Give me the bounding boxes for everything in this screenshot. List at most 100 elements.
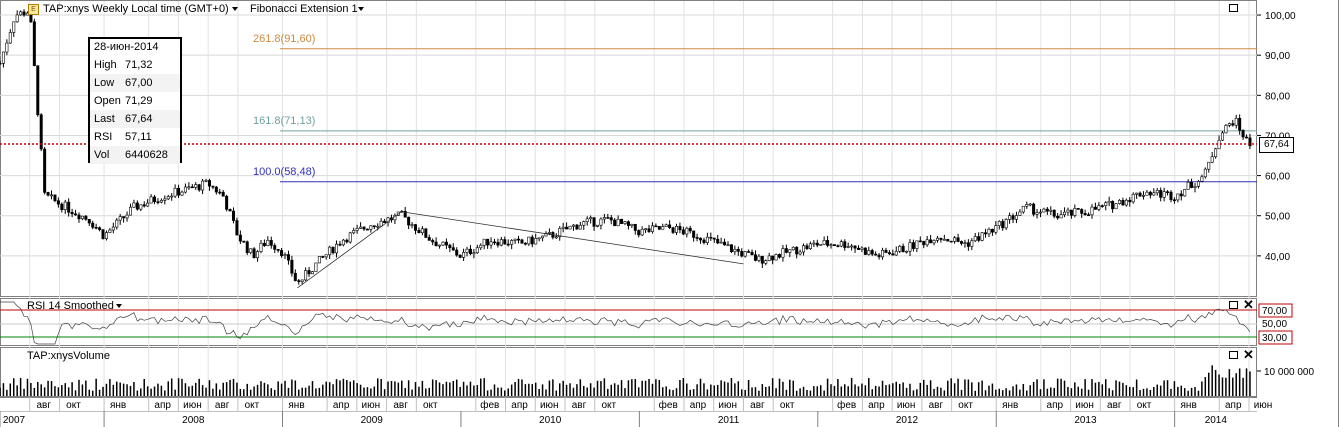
candle-body [874,253,878,256]
candle-body [561,226,565,229]
candle-body [328,246,332,256]
study-title[interactable]: Fibonacci Extension 1 [250,3,358,15]
candle-body [616,218,620,227]
ohlc-value: 57,11 [125,131,152,143]
volume-close-icon[interactable]: ✕ [1243,347,1254,362]
candle-body [1190,181,1194,188]
volume-tick-label: 10 000 000 [1264,367,1314,378]
volume-maximize-icon[interactable] [1229,351,1238,359]
candle-body [668,224,672,228]
ohlc-row-rsi: RSI 57,11 [90,128,180,146]
candle-body [609,217,613,221]
trend-line-1[interactable] [401,211,744,265]
candle-body [496,242,500,246]
candle-body [297,280,301,282]
candle-body [1042,208,1046,213]
rsi-dropdown-icon[interactable] [116,304,122,308]
candle-body [791,246,795,251]
candle-body [767,255,771,261]
ohlc-key: RSI [94,131,113,143]
candle-body [846,246,850,248]
rsi-lower-tag [1258,330,1293,345]
candle-body [578,224,582,230]
candle-body [613,219,617,227]
trend-line-0[interactable] [297,211,402,289]
candle-body [259,242,263,252]
year-label: 2014 [1205,415,1228,426]
candle-body [1038,211,1042,214]
candle-body [1011,215,1015,220]
candle-body [929,239,933,244]
candle-body [36,65,40,116]
candle-body [592,217,596,227]
month-label: июн [362,400,381,411]
candle-body [630,223,634,226]
candle-body [1114,203,1118,210]
candle-body [808,243,812,249]
candle-body [108,229,112,233]
candle-body [1001,221,1005,229]
candle-body [633,223,637,231]
rsi-line [0,301,1251,345]
candle-body [335,243,339,254]
candle-body [225,195,229,210]
candle-body [1142,194,1146,197]
candle-body [870,250,874,255]
candle-body [183,186,187,193]
candle-body [87,219,91,224]
candle-body [702,239,706,243]
volume-panel-frame [0,347,1257,397]
candle-body [898,245,902,252]
candle-body [1162,191,1166,198]
candle-body [547,232,551,234]
ohlc-value: 6440628 [125,149,168,161]
candle-body [1097,205,1101,210]
candle-body [1176,193,1180,201]
candle-body [424,228,428,238]
candle-body [242,240,246,243]
candle-body [1111,200,1115,210]
candle-body [953,237,957,242]
candle-body [317,256,321,264]
rsi-panel-frame [0,298,1257,346]
candle-body [575,224,579,230]
month-label: окт [780,400,795,411]
price-maximize-icon[interactable] [1229,4,1238,12]
symbol-icon[interactable]: E [28,4,39,15]
price-tick-label: 100,00 [1265,11,1296,22]
candle-body [180,191,184,196]
rsi-close-icon[interactable]: ✕ [1243,297,1254,312]
month-label: июн [1254,400,1273,411]
candle-body [1238,117,1242,131]
candle-body [1135,192,1139,195]
study-dropdown-icon[interactable] [358,7,364,11]
candle-body [266,240,270,246]
candle-body [527,236,531,245]
symbol-dropdown-icon[interactable] [232,7,238,11]
candle-body [760,255,764,264]
candle-body [510,240,514,245]
symbol-title[interactable]: TAP:xnys Weekly Local time (GMT+0) [43,3,229,15]
candle-body [166,196,170,200]
candle-body [249,248,253,253]
candle-body [1234,117,1238,126]
rsi-maximize-icon[interactable] [1229,301,1238,309]
price-tick-label: 50,00 [1265,212,1290,223]
candle-body [891,253,895,256]
candle-body [91,222,95,228]
candle-body [1045,208,1049,212]
candle-body [128,206,132,216]
fib-label-2618: 261.8(91,60) [253,33,316,45]
candle-body [973,236,977,242]
candle-body [774,254,778,261]
candle-body [383,220,387,224]
ohlc-row-open: Open 71,29 [90,92,180,110]
rsi-mid-label: 50,00 [1262,319,1287,330]
candle-body [585,218,589,222]
candle-body [788,249,792,253]
candle-body [795,246,799,255]
candle-body [530,236,534,245]
year-label: 2013 [1074,415,1097,426]
candle-body [218,191,222,194]
candle-body [122,216,126,219]
